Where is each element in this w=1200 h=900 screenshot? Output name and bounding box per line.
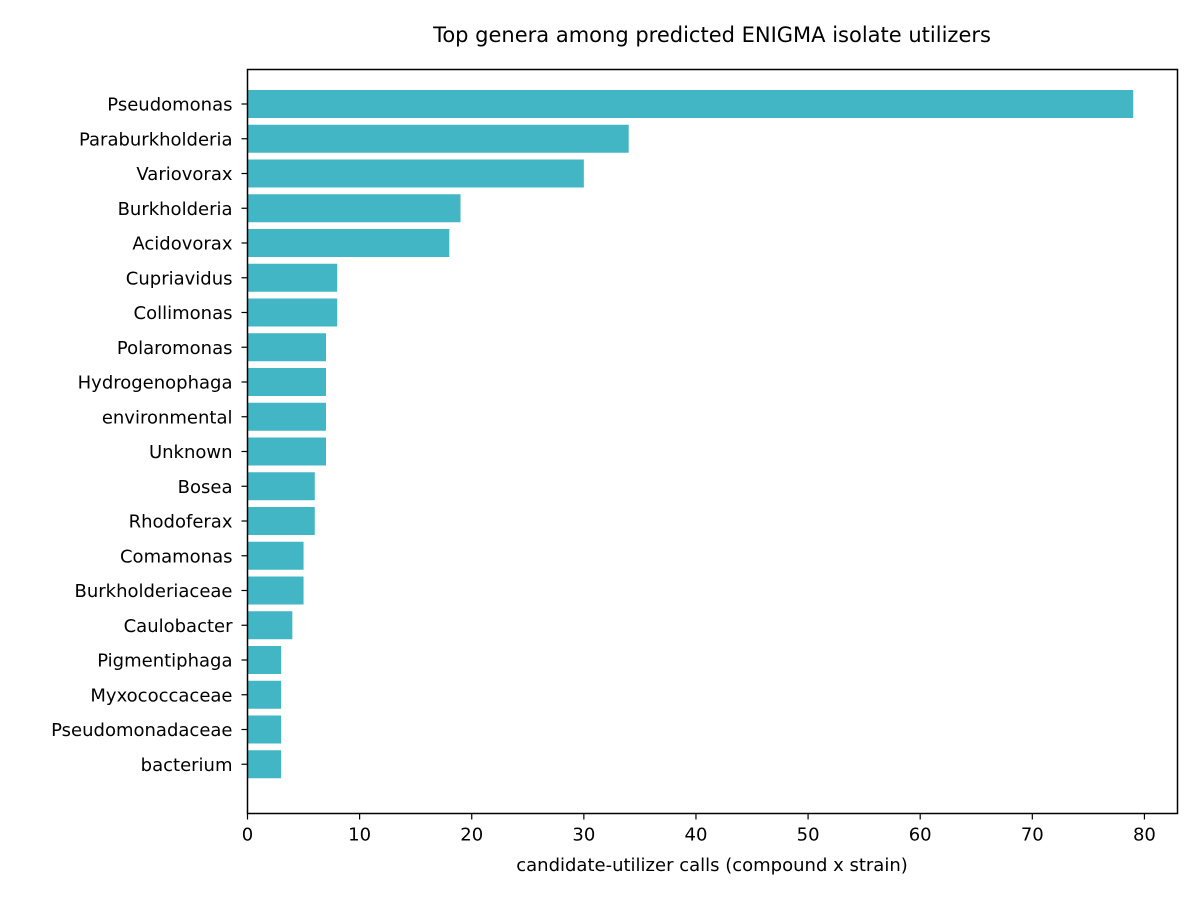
x-tick-label: 30 bbox=[572, 825, 595, 846]
bar bbox=[247, 611, 293, 640]
y-tick-label: environmental bbox=[102, 407, 233, 428]
bar bbox=[247, 541, 304, 570]
x-tick-label: 50 bbox=[797, 825, 820, 846]
y-tick-label: Pseudomonadaceae bbox=[51, 720, 232, 741]
y-tick-label: Unknown bbox=[149, 442, 233, 463]
y-tick-label: Hydrogenophaga bbox=[78, 373, 233, 394]
bar bbox=[247, 333, 326, 362]
bar bbox=[247, 159, 584, 188]
y-tick-label: Collimonas bbox=[134, 303, 233, 324]
y-tick-label: Bosea bbox=[178, 477, 233, 498]
x-tick-label: 0 bbox=[242, 825, 253, 846]
chart-title: Top genera among predicted ENIGMA isolat… bbox=[432, 23, 991, 47]
bar bbox=[247, 368, 326, 396]
x-axis-label: candidate-utilizer calls (compound x str… bbox=[516, 855, 908, 876]
y-tick-label: Cupriavidus bbox=[126, 268, 233, 289]
bar bbox=[247, 646, 282, 674]
bar bbox=[247, 90, 1134, 118]
x-tick-label: 40 bbox=[685, 825, 708, 846]
bar bbox=[247, 402, 326, 431]
y-tick-label: Comamonas bbox=[120, 546, 233, 567]
x-tick-label: 20 bbox=[460, 825, 483, 846]
y-tick-label: Polaromonas bbox=[117, 338, 233, 359]
bar bbox=[247, 715, 282, 744]
plot-frame bbox=[246, 68, 1179, 815]
bar bbox=[247, 437, 326, 466]
bar bbox=[247, 750, 282, 779]
y-tick-label: Burkholderia bbox=[118, 199, 233, 220]
bar bbox=[247, 472, 315, 501]
x-tick-label: 10 bbox=[348, 825, 371, 846]
bar bbox=[247, 229, 450, 257]
x-tick-label: 60 bbox=[909, 825, 932, 846]
bar bbox=[247, 124, 629, 153]
x-axis-ticks: 0 10 20 30 40 50 60 70 80 bbox=[242, 813, 1156, 846]
x-tick-label: 70 bbox=[1021, 825, 1044, 846]
y-tick-label: Caulobacter bbox=[124, 616, 234, 637]
y-tick-label: Pseudomonas bbox=[107, 95, 232, 116]
bar bbox=[247, 263, 338, 292]
y-axis-ticks: Pseudomonas Paraburkholderia Variovorax Bur… bbox=[51, 95, 248, 776]
bars bbox=[247, 90, 1134, 779]
y-tick-label: bacterium bbox=[141, 755, 233, 776]
bar bbox=[247, 298, 338, 327]
bar bbox=[247, 680, 282, 709]
bar bbox=[247, 507, 315, 535]
y-tick-label: Burkholderiaceae bbox=[74, 581, 232, 602]
bar bbox=[247, 576, 304, 605]
y-tick-label: Myxococcaceae bbox=[90, 685, 232, 706]
bar bbox=[247, 194, 461, 223]
y-tick-label: Rhodoferax bbox=[129, 512, 233, 533]
y-tick-label: Pigmentiphaga bbox=[97, 651, 232, 672]
y-tick-label: Paraburkholderia bbox=[79, 129, 233, 150]
y-tick-label: Acidovorax bbox=[132, 234, 232, 255]
y-tick-label: Variovorax bbox=[136, 164, 232, 185]
x-tick-label: 80 bbox=[1133, 825, 1156, 846]
